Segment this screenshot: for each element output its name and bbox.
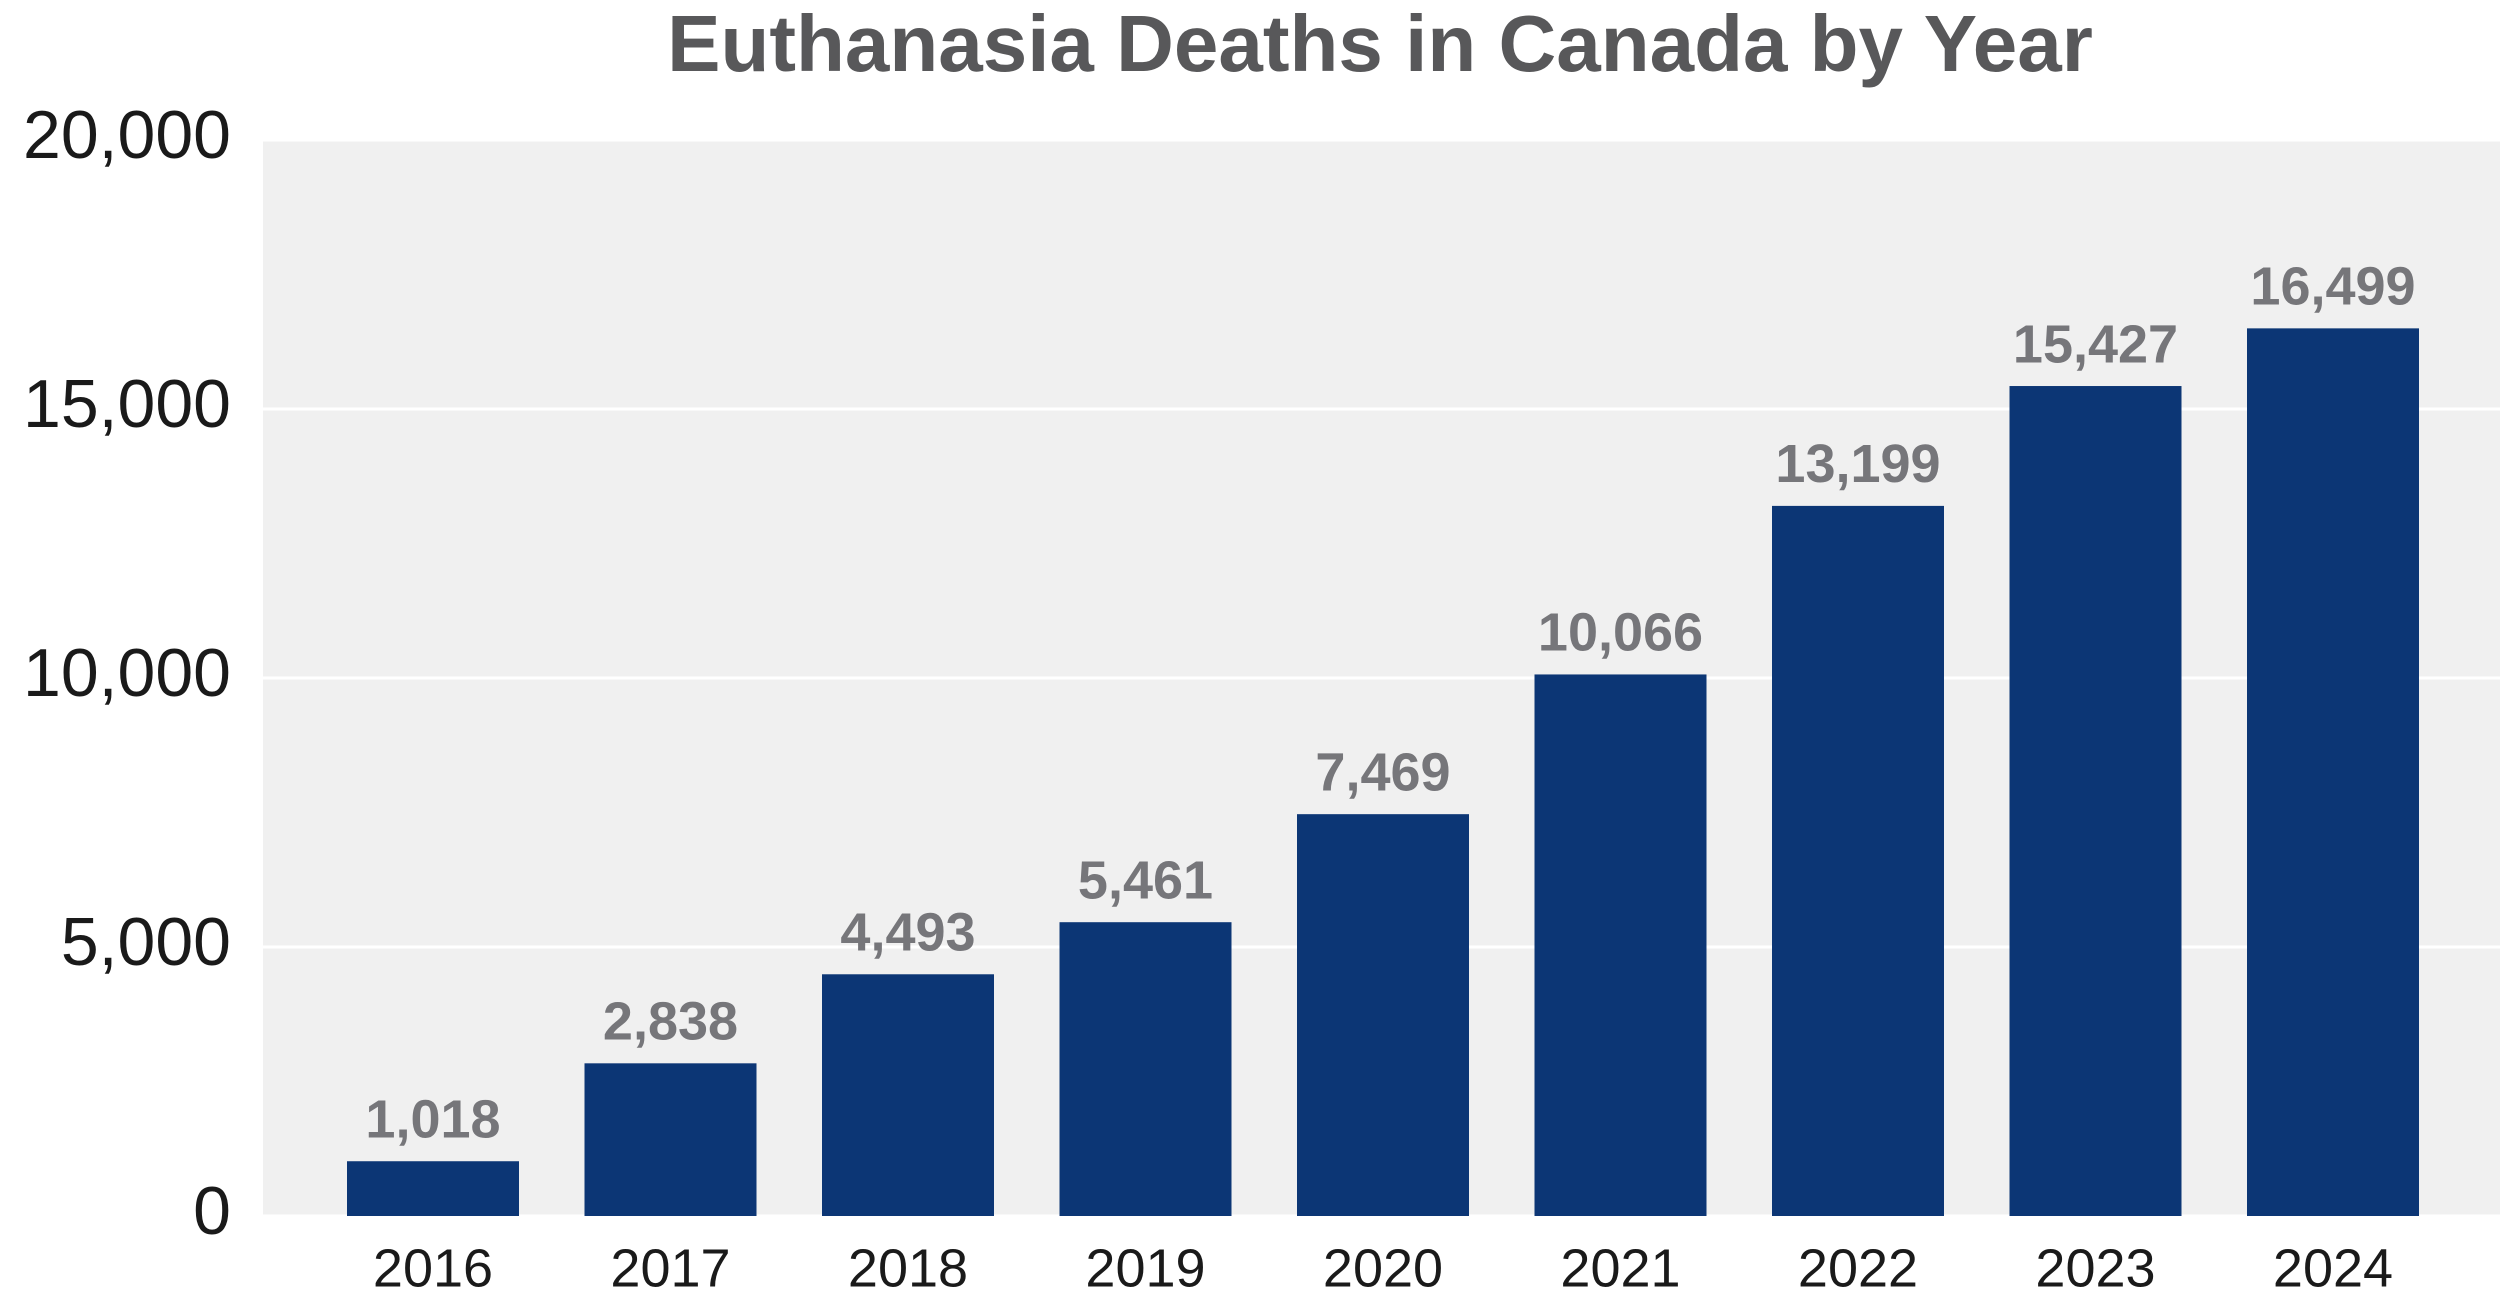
chart-title: Euthanasia Deaths in Canada by Year [667,0,2093,88]
y-tick-label: 20,000 [23,97,231,173]
x-tick-label: 2023 [2035,1238,2155,1298]
bar [1059,922,1232,1216]
bar [2247,328,2419,1217]
bar [1297,814,1469,1216]
bar [584,1063,757,1216]
x-tick-label: 2019 [1085,1238,1205,1298]
x-tick-label: 2022 [1798,1238,1918,1298]
bar [1772,505,1944,1216]
x-tick-label: 2020 [1323,1238,1443,1298]
x-tick-label: 2016 [373,1238,493,1298]
y-tick-label: 10,000 [23,635,231,711]
bar [822,974,994,1216]
value-label: 16,499 [2250,257,2415,317]
value-label: 10,066 [1538,603,1703,663]
value-label: 13,199 [1775,434,1940,494]
value-label: 1,018 [365,1089,500,1149]
x-tick-label: 2024 [2273,1238,2393,1298]
value-label: 4,493 [840,903,975,963]
y-tick-label: 5,000 [61,904,231,980]
value-label: 15,427 [2013,314,2178,374]
bar [1534,674,1707,1216]
x-tick-label: 2017 [610,1238,730,1298]
value-label: 7,469 [1315,742,1450,802]
y-tick-label: 15,000 [23,366,231,442]
bar [347,1161,519,1216]
y-tick-label: 0 [193,1173,231,1249]
value-label: 2,838 [603,992,738,1052]
x-tick-label: 2021 [1560,1238,1680,1298]
bar [2009,386,2182,1216]
value-label: 5,461 [1078,850,1213,910]
x-tick-label: 2018 [848,1238,968,1298]
